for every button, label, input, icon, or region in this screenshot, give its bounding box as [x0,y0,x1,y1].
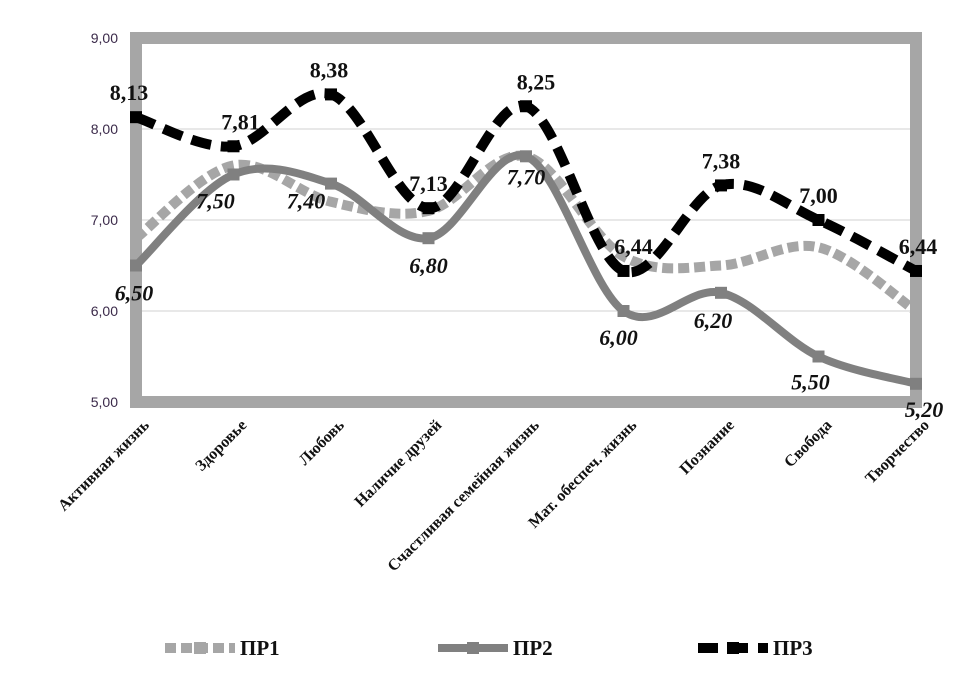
data-point-marker [617,305,630,317]
data-point-marker [130,111,142,124]
y-tick-label: 9,00 [91,30,118,46]
data-point-marker [227,168,240,181]
data-label: 7,70 [507,164,546,189]
x-tick-label: Наличие друзей [352,417,446,511]
x-tick-label: Здоровье [192,417,250,475]
data-point-marker [422,232,435,245]
x-tick-label: Мат. обеспеч. жизнь [525,416,640,531]
data-point-marker [617,264,630,277]
x-tick-label: Любовь [296,416,348,468]
grid-layer [136,128,916,312]
data-point-marker [422,202,435,215]
legend-marker [467,642,479,654]
data-label: 6,00 [599,325,638,350]
data-point-marker [812,350,825,363]
data-label: 5,50 [791,370,830,395]
series-layer [132,88,919,388]
data-point-marker [325,88,337,101]
x-tick-label: Счастливая семейная жизнь [385,416,544,575]
data-label: 6,50 [115,281,154,306]
data-point-marker [910,264,922,277]
data-point-marker [910,377,922,390]
legend-label: ПР1 [240,636,280,660]
x-axis-ticks: Активная жизнь Здоровье Любовь Наличие друз… [55,416,933,575]
data-point-marker [520,150,532,163]
data-label: 8,38 [310,57,349,82]
y-tick-label: 6,00 [91,303,118,319]
x-tick-label: Познание [677,417,738,478]
y-tick-label: 8,00 [91,121,118,137]
data-point-marker [715,179,727,192]
marker-layer [130,88,922,390]
plot-area-frame [130,32,922,408]
legend-label: ПР3 [773,636,813,660]
data-label: 8,25 [517,69,556,94]
data-label: 7,13 [409,171,448,196]
data-label: 8,13 [110,80,149,105]
y-axis-ticks: 5,00 6,00 7,00 8,00 9,00 [91,30,118,410]
x-tick-label: Активная жизнь [55,416,153,514]
data-label: 5,20 [905,397,944,422]
data-label: 6,80 [409,253,448,278]
data-point-marker [812,214,825,226]
legend-label: ПР2 [513,636,553,660]
data-label: 7,38 [702,148,741,173]
data-label: 6,20 [694,308,733,333]
y-tick-label: 7,00 [91,212,118,228]
data-point-marker [520,100,532,113]
data-point-marker [715,286,727,299]
data-label: 7,00 [799,183,838,208]
x-tick-label: Творчество [862,417,933,488]
data-label: 7,81 [221,109,260,134]
x-tick-label: Свобода [781,417,835,471]
data-label: 7,40 [287,189,326,214]
y-tick-label: 5,00 [91,394,118,410]
legend-marker [194,642,206,654]
data-label-layer: 6,50 7,50 7,40 6,80 7,70 6,00 6,20 5,50 5,20 8,13… [110,57,944,421]
data-point-marker [130,259,142,272]
legend-marker [727,642,739,654]
data-point-marker [227,140,240,153]
data-label: 7,50 [196,189,235,214]
data-label: 6,44 [614,234,653,259]
legend: ПР1 ПР2 ПР3 [165,636,813,660]
data-point-marker [325,177,337,190]
data-label: 6,44 [899,234,938,259]
